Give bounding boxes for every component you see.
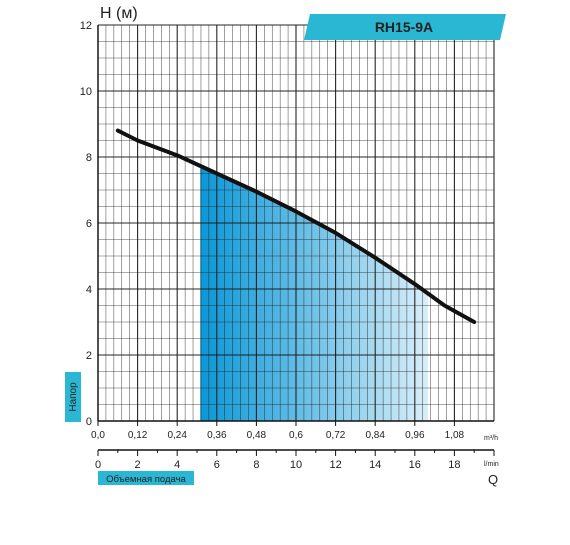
y-tick-label: 0: [86, 416, 92, 428]
x2-tick-label: 16: [409, 459, 421, 471]
x-tick-label: 0,96: [405, 430, 425, 441]
x2-tick-label: 2: [135, 459, 141, 471]
x2-tick-label: 10: [290, 459, 302, 471]
y-tick-label: 10: [80, 86, 92, 98]
performance-curve: [115, 128, 477, 324]
title-banner: [304, 14, 506, 40]
labels-layer: 0 2 4 6 8 10 12 0,0 0,12 0,24 0,36 0,48 0,6 0,72 0,84 0…: [65, 5, 506, 487]
x2-tick-label: 8: [253, 459, 259, 471]
side-label-badge: [65, 372, 81, 422]
x2-tick-label: 18: [448, 459, 460, 471]
y-tick-label: 12: [80, 20, 92, 32]
x-unit-bottom: l/min: [484, 461, 499, 468]
x-tick-label: 0,48: [247, 430, 267, 441]
x2-tick-label: 6: [214, 459, 220, 471]
x-tick-label: 0,84: [365, 430, 385, 441]
x-tick-label: 0,12: [128, 430, 148, 441]
axes-layer: [97, 25, 495, 456]
x-tick-label: 0,6: [289, 430, 303, 441]
side-label: Напор: [68, 382, 79, 412]
grid-layer: [97, 24, 495, 422]
working-range-layer: [200, 165, 428, 421]
x-tick-label: 1,08: [445, 430, 465, 441]
x-tick-label: 0,72: [326, 430, 346, 441]
x-tick-label: 0,36: [207, 430, 227, 441]
x2-tick-label: 0: [95, 459, 101, 471]
x2-tick-label: 4: [174, 459, 180, 471]
y-tick-label: 4: [86, 284, 92, 296]
x-tick-label: 0,0: [91, 430, 105, 441]
y-axis-title: H (м): [100, 5, 138, 22]
y-tick-label: 6: [86, 218, 92, 230]
y-tick-label: 8: [86, 152, 92, 164]
x-tick-label: 0,24: [167, 430, 187, 441]
x2-tick-label: 12: [329, 459, 341, 471]
x2-tick-label: 14: [369, 459, 381, 471]
x-unit-top: m³/h: [484, 435, 498, 442]
y-tick-label: 2: [86, 350, 92, 362]
curve-layer: [115, 128, 477, 324]
chart-title: RH15-9A: [375, 19, 433, 35]
working-range-area: [200, 165, 428, 421]
bottom-badge-label: Объемная подача: [106, 474, 186, 485]
x-axis-letter: Q: [488, 472, 498, 487]
bottom-badge: [98, 471, 194, 485]
